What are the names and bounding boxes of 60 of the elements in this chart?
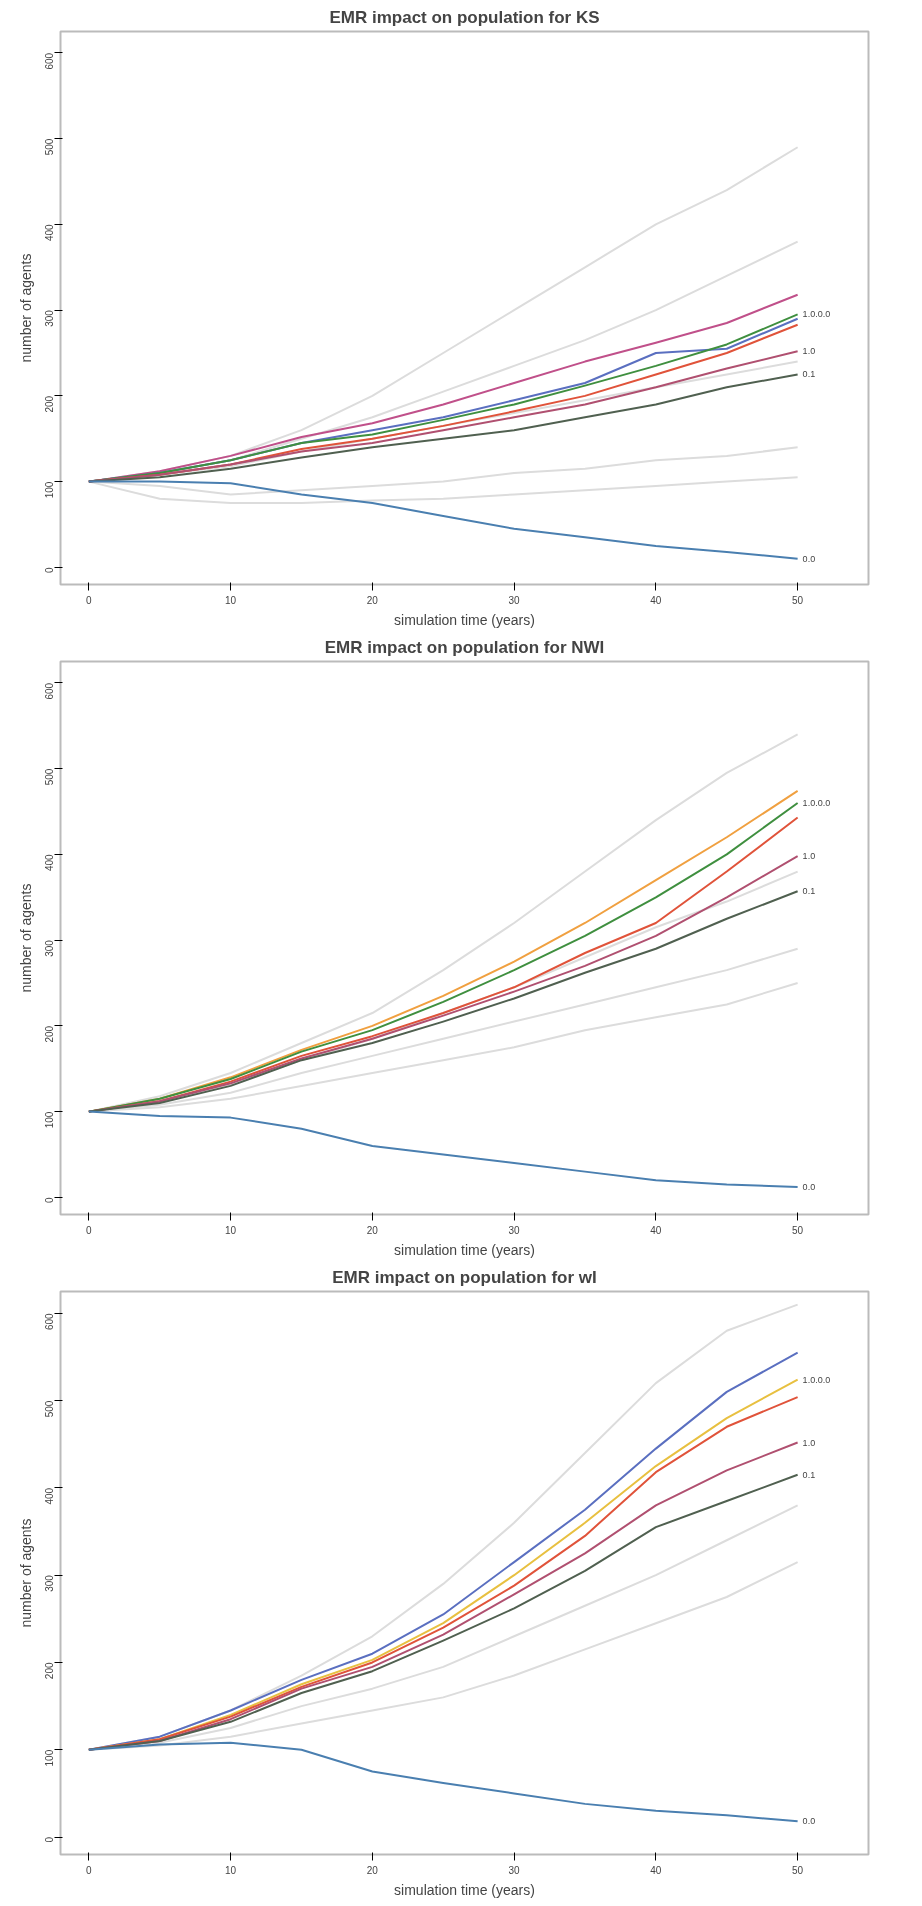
y-tick-label: 300 [44, 939, 56, 957]
y-tick-label: 0 [44, 1196, 56, 1203]
series-label: 0.1 [802, 886, 816, 897]
y-tick-label: 500 [44, 1400, 56, 1418]
y-tick-label: 200 [44, 1662, 56, 1680]
x-axis-title: simulation time (years) [394, 1241, 535, 1258]
x-tick-label: 0 [86, 1224, 93, 1236]
y-tick-label: 600 [44, 1312, 56, 1331]
chart-title: EMR impact on population for NWI [324, 637, 605, 657]
y-tick-label: 400 [44, 853, 56, 872]
y-tick-label: 100 [44, 1111, 56, 1129]
series-label: 1.0.0.0 [802, 797, 831, 808]
y-tick-label: 100 [44, 481, 56, 499]
series-label: 1.0 [802, 851, 816, 862]
series-label: 1.0.0.0 [802, 1374, 831, 1385]
y-tick-label: 200 [44, 395, 56, 413]
y-tick-label: 600 [44, 682, 56, 700]
x-tick-label: 40 [650, 1224, 662, 1236]
series-label: 0.0 [802, 553, 816, 564]
series-label: 1.0 [802, 1437, 816, 1448]
x-tick-label: 40 [650, 1864, 662, 1876]
y-tick-label: 200 [44, 1025, 56, 1043]
y-tick-label: 300 [44, 309, 56, 327]
x-tick-label: 0 [86, 1864, 93, 1876]
y-tick-label: 0 [44, 1836, 56, 1843]
y-tick-label: 500 [44, 138, 56, 156]
x-tick-label: 20 [366, 1864, 379, 1876]
x-tick-label: 50 [792, 1224, 804, 1236]
y-axis-title: number of agents [17, 883, 34, 993]
series-label: 1.0.0.0 [802, 309, 831, 320]
x-tick-label: 50 [792, 1864, 804, 1876]
x-tick-label: 40 [650, 594, 662, 606]
y-tick-label: 0 [44, 566, 56, 573]
y-tick-label: 100 [44, 1749, 56, 1767]
y-axis-title: number of agents [17, 253, 34, 363]
series-label: 0.0 [802, 1182, 816, 1193]
y-tick-label: 300 [44, 1574, 56, 1592]
series-label: 1.0 [802, 346, 816, 357]
y-tick-label: 400 [44, 1487, 56, 1505]
series-label: 0.1 [802, 1469, 816, 1480]
x-tick-label: 10 [225, 1224, 237, 1236]
x-tick-label: 20 [366, 1224, 379, 1236]
chart-title: EMR impact on population for wI [332, 1267, 597, 1287]
series-label: 0.0 [802, 1816, 816, 1827]
x-tick-label: 10 [225, 1864, 237, 1876]
x-tick-label: 30 [508, 594, 521, 606]
x-tick-label: 30 [508, 1224, 521, 1236]
y-axis-title: number of agents [17, 1518, 34, 1628]
x-tick-label: 30 [508, 1864, 521, 1876]
x-tick-label: 0 [86, 594, 93, 606]
series-label: 0.1 [802, 369, 816, 380]
x-axis-title: simulation time (years) [394, 1881, 535, 1898]
chart-title: EMR impact on population for KS [329, 7, 600, 27]
x-tick-label: 10 [225, 594, 237, 606]
y-tick-label: 500 [44, 768, 56, 786]
y-tick-label: 400 [44, 223, 56, 242]
x-axis-title: simulation time (years) [394, 611, 535, 628]
x-tick-label: 20 [366, 594, 379, 606]
y-tick-label: 600 [44, 52, 56, 70]
x-tick-label: 50 [792, 594, 804, 606]
